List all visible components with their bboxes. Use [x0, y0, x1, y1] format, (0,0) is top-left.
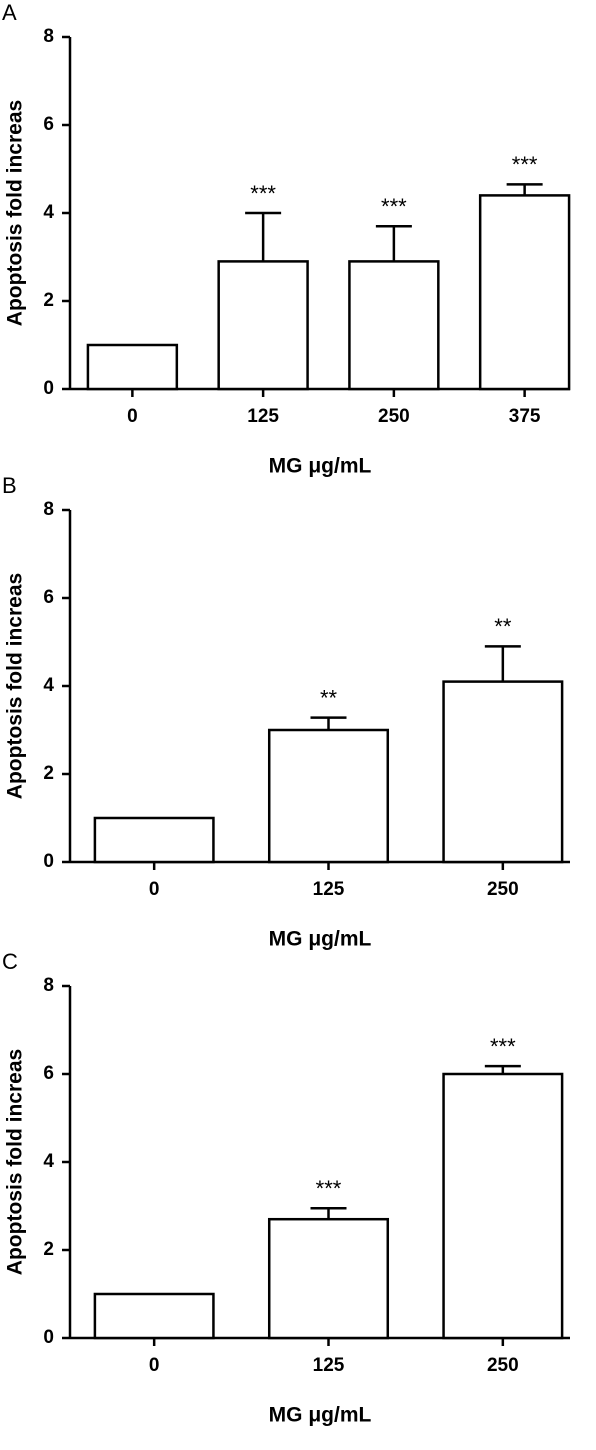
y-tick-label: 0 [43, 851, 54, 872]
y-tick-label: 2 [43, 1239, 54, 1260]
y-tick-label: 8 [43, 975, 54, 996]
significance: *** [316, 1176, 342, 1201]
x-tick-label: 0 [149, 1355, 160, 1376]
x-tick-label: 250 [487, 1355, 519, 1376]
bar [86, 343, 179, 391]
x-tick-label: 125 [313, 879, 345, 900]
y-tick-label: 2 [43, 290, 54, 311]
significance: ** [494, 614, 512, 639]
significance: ** [320, 685, 338, 710]
y-tick-label: 4 [43, 202, 54, 223]
significance: *** [381, 194, 407, 219]
y-tick-label: 2 [43, 763, 54, 784]
panel-label: A [2, 0, 17, 25]
bar [267, 1217, 390, 1340]
panel-label: C [2, 949, 18, 974]
bar [267, 728, 390, 864]
panel-label: B [2, 473, 17, 498]
y-tick-label: 8 [43, 499, 54, 520]
x-tick-label: 0 [127, 406, 138, 427]
y-tick-label: 0 [43, 378, 54, 399]
x-tick-label: 125 [247, 406, 279, 427]
bar [93, 816, 215, 864]
y-tick-label: 4 [43, 675, 54, 696]
x-tick-label: 250 [378, 406, 410, 427]
x-tick-label: 125 [313, 1355, 345, 1376]
y-axis-label: Apoptosis fold increas [4, 573, 27, 799]
bar [348, 260, 440, 391]
bar [478, 194, 571, 391]
y-tick-label: 0 [43, 1327, 54, 1348]
bar [442, 1072, 564, 1340]
x-tick-label: 375 [509, 406, 541, 427]
y-axis-label: Apoptosis fold increas [4, 1049, 27, 1275]
y-tick-label: 8 [43, 26, 54, 47]
significance: *** [512, 152, 538, 177]
x-tick-label: 0 [149, 879, 160, 900]
significance: *** [490, 1034, 516, 1059]
y-axis-label: Apoptosis fold increas [4, 100, 27, 326]
y-tick-label: 6 [43, 587, 54, 608]
significance: *** [250, 181, 276, 206]
x-axis-label: MG μg/mL [269, 1404, 372, 1427]
x-axis-label: MG μg/mL [269, 455, 372, 478]
y-tick-label: 6 [43, 114, 54, 135]
y-tick-label: 4 [43, 1151, 54, 1172]
x-tick-label: 250 [487, 879, 519, 900]
y-tick-label: 6 [43, 1063, 54, 1084]
bar [442, 680, 564, 864]
bar [217, 260, 309, 391]
x-axis-label: MG μg/mL [269, 928, 372, 951]
bar [93, 1292, 215, 1340]
